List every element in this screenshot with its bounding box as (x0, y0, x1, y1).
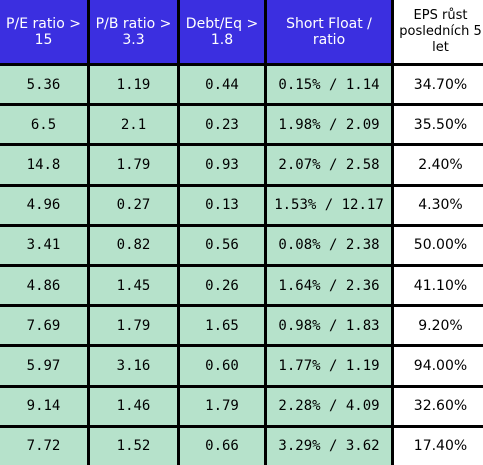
cell-pb: 1.46 (90, 387, 177, 425)
cell-debt-eq: 0.66 (180, 427, 264, 465)
cell-short-float: 2.07% / 2.58 (267, 146, 391, 184)
cell-eps-growth: 34.70% (394, 66, 483, 104)
header-debt-eq: Debt/Eq > 1.8 (180, 0, 264, 63)
cell-debt-eq: 1.79 (180, 387, 264, 425)
cell-pe: 5.97 (0, 347, 87, 385)
cell-short-float: 3.29% / 3.62 (267, 427, 391, 465)
cell-pb: 1.19 (90, 66, 177, 104)
cell-eps-growth: 35.50% (394, 106, 483, 144)
cell-short-float: 0.08% / 2.38 (267, 226, 391, 264)
cell-pb: 0.27 (90, 186, 177, 224)
cell-debt-eq: 0.23 (180, 106, 264, 144)
cell-short-float: 1.98% / 2.09 (267, 106, 391, 144)
header-eps-growth: EPS růst posledních 5 let (394, 0, 483, 63)
cell-debt-eq: 0.26 (180, 266, 264, 305)
header-pe: P/E ratio > 15 (0, 0, 87, 63)
header-pb: P/B ratio > 3.3 (90, 0, 177, 63)
cell-eps-growth: 50.00% (394, 226, 483, 264)
cell-debt-eq: 0.56 (180, 226, 264, 264)
cell-debt-eq: 0.44 (180, 66, 264, 104)
cell-pb: 1.52 (90, 427, 177, 465)
cell-eps-growth: 4.30% (394, 186, 483, 224)
cell-pe: 4.86 (0, 266, 87, 305)
cell-pb: 2.1 (90, 106, 177, 144)
cell-pe: 9.14 (0, 387, 87, 425)
cell-debt-eq: 0.93 (180, 146, 264, 184)
cell-pe: 3.41 (0, 226, 87, 264)
cell-eps-growth: 2.40% (394, 146, 483, 184)
cell-pb: 3.16 (90, 347, 177, 385)
cell-eps-growth: 32.60% (394, 387, 483, 425)
cell-debt-eq: 0.60 (180, 347, 264, 385)
cell-pe: 5.36 (0, 66, 87, 104)
cell-debt-eq: 0.13 (180, 186, 264, 224)
cell-pb: 1.45 (90, 266, 177, 305)
cell-pb: 1.79 (90, 307, 177, 345)
cell-pe: 14.8 (0, 146, 87, 184)
cell-eps-growth: 41.10% (394, 266, 483, 305)
cell-short-float: 0.98% / 1.83 (267, 307, 391, 345)
cell-pe: 7.72 (0, 427, 87, 465)
cell-short-float: 1.53% / 12.17 (267, 186, 391, 224)
cell-eps-growth: 17.40% (394, 427, 483, 465)
cell-debt-eq: 1.65 (180, 307, 264, 345)
cell-short-float: 1.77% / 1.19 (267, 347, 391, 385)
cell-pe: 4.96 (0, 186, 87, 224)
cell-pe: 7.69 (0, 307, 87, 345)
header-short-float: Short Float / ratio (267, 0, 391, 63)
cell-pb: 1.79 (90, 146, 177, 184)
cell-pe: 6.5 (0, 106, 87, 144)
cell-short-float: 1.64% / 2.36 (267, 266, 391, 305)
cell-short-float: 0.15% / 1.14 (267, 66, 391, 104)
cell-eps-growth: 9.20% (394, 307, 483, 345)
cell-pb: 0.82 (90, 226, 177, 264)
cell-short-float: 2.28% / 4.09 (267, 387, 391, 425)
cell-eps-growth: 94.00% (394, 347, 483, 385)
